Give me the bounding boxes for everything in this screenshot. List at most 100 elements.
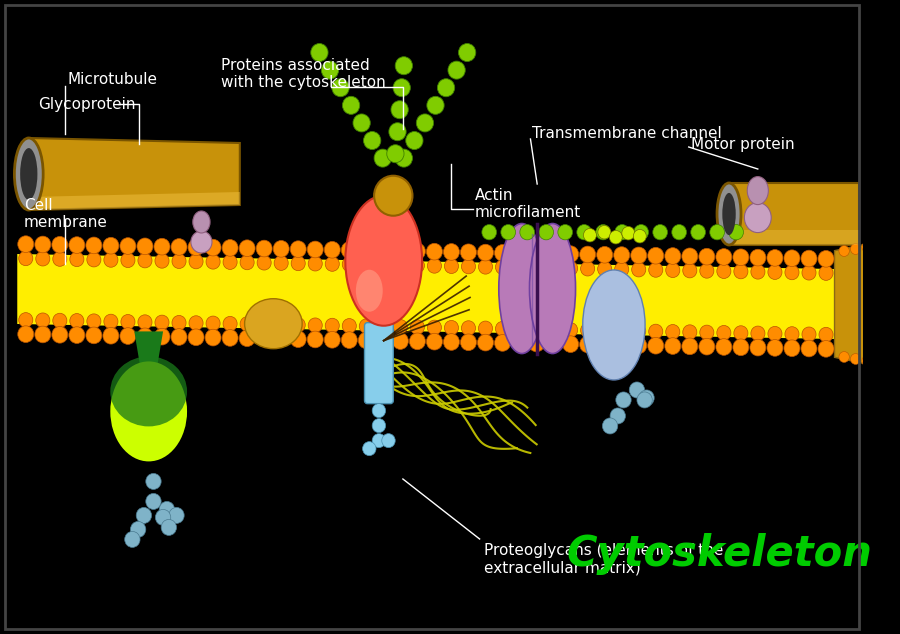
Ellipse shape: [499, 224, 544, 354]
Circle shape: [479, 259, 492, 274]
Circle shape: [257, 256, 271, 270]
Circle shape: [784, 250, 800, 266]
Circle shape: [750, 249, 766, 266]
Circle shape: [310, 44, 328, 61]
Polygon shape: [29, 138, 239, 210]
Circle shape: [596, 224, 610, 240]
Circle shape: [850, 354, 860, 365]
Circle shape: [648, 247, 664, 264]
Circle shape: [274, 330, 289, 347]
Circle shape: [839, 245, 850, 256]
Circle shape: [597, 247, 613, 263]
Circle shape: [615, 323, 629, 339]
Circle shape: [35, 326, 50, 343]
Circle shape: [733, 249, 749, 266]
Circle shape: [159, 501, 175, 517]
Circle shape: [802, 266, 816, 280]
Text: Proteins associated
with the cytoskeleton: Proteins associated with the cytoskeleto…: [220, 58, 385, 90]
Circle shape: [496, 321, 509, 336]
Circle shape: [387, 145, 404, 163]
Circle shape: [70, 314, 84, 328]
Polygon shape: [729, 230, 859, 245]
Ellipse shape: [14, 138, 43, 210]
FancyBboxPatch shape: [364, 323, 393, 404]
Circle shape: [598, 226, 611, 239]
Circle shape: [36, 251, 50, 266]
Ellipse shape: [111, 361, 187, 462]
Circle shape: [768, 265, 782, 280]
Circle shape: [801, 340, 817, 357]
Circle shape: [389, 123, 406, 141]
Circle shape: [862, 242, 872, 252]
Circle shape: [410, 333, 426, 350]
Circle shape: [104, 314, 118, 329]
Circle shape: [393, 320, 408, 334]
Polygon shape: [134, 332, 163, 372]
Text: Transmembrane channel: Transmembrane channel: [533, 127, 722, 141]
Circle shape: [222, 330, 239, 346]
Circle shape: [482, 224, 497, 240]
Ellipse shape: [356, 269, 382, 312]
Circle shape: [634, 230, 646, 243]
Circle shape: [169, 507, 184, 524]
Circle shape: [691, 224, 706, 240]
Circle shape: [671, 224, 687, 240]
Circle shape: [665, 248, 680, 264]
Circle shape: [373, 404, 385, 418]
Circle shape: [610, 408, 626, 424]
Circle shape: [448, 61, 465, 79]
Circle shape: [18, 236, 34, 252]
Circle shape: [69, 236, 85, 254]
Circle shape: [223, 255, 237, 269]
Circle shape: [35, 236, 50, 253]
Circle shape: [750, 339, 766, 356]
Circle shape: [445, 320, 458, 335]
Circle shape: [558, 224, 572, 240]
Circle shape: [205, 239, 221, 256]
Circle shape: [529, 322, 544, 337]
Circle shape: [382, 434, 395, 448]
Circle shape: [69, 327, 85, 344]
Circle shape: [373, 434, 385, 448]
Circle shape: [634, 224, 649, 240]
Ellipse shape: [723, 193, 735, 235]
Circle shape: [597, 337, 613, 353]
Circle shape: [256, 330, 272, 347]
Circle shape: [437, 79, 454, 97]
Circle shape: [52, 327, 68, 343]
Ellipse shape: [744, 203, 771, 233]
Circle shape: [698, 339, 715, 355]
Circle shape: [768, 327, 782, 341]
Circle shape: [649, 262, 662, 277]
Circle shape: [819, 327, 833, 342]
Circle shape: [325, 318, 339, 333]
Circle shape: [631, 247, 647, 264]
Circle shape: [136, 507, 151, 524]
Circle shape: [478, 244, 493, 261]
Circle shape: [545, 245, 562, 262]
Ellipse shape: [111, 356, 187, 427]
Circle shape: [785, 327, 799, 341]
Circle shape: [710, 224, 724, 240]
Circle shape: [206, 254, 220, 269]
Circle shape: [609, 230, 622, 244]
Circle shape: [292, 256, 305, 271]
Text: Proteoglycans (elements of the
extracellular matrix): Proteoglycans (elements of the extracell…: [484, 543, 724, 575]
Circle shape: [698, 249, 715, 265]
Circle shape: [392, 243, 409, 259]
Circle shape: [240, 255, 254, 269]
Circle shape: [120, 328, 136, 344]
Circle shape: [632, 324, 646, 339]
Circle shape: [427, 243, 443, 260]
Circle shape: [428, 259, 442, 273]
Circle shape: [512, 321, 526, 337]
Circle shape: [223, 316, 237, 331]
Text: Actin
microfilament: Actin microfilament: [475, 188, 581, 220]
Circle shape: [321, 61, 338, 79]
Circle shape: [373, 418, 385, 432]
Circle shape: [410, 243, 426, 260]
Circle shape: [240, 317, 254, 332]
Circle shape: [324, 332, 340, 348]
Circle shape: [171, 238, 187, 256]
Circle shape: [683, 325, 697, 339]
